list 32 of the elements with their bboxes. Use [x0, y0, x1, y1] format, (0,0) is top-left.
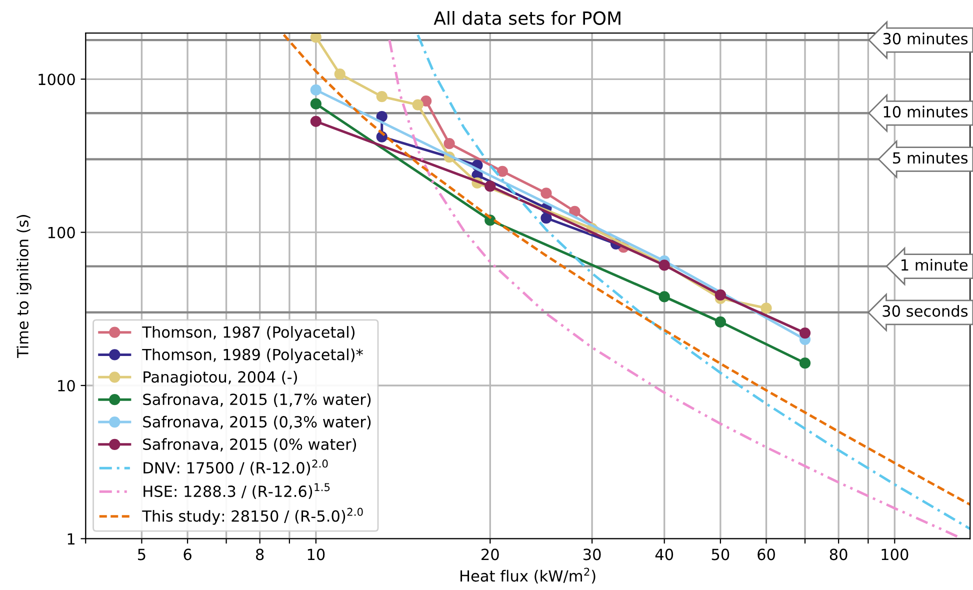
x-tick-label: 40 — [655, 548, 674, 560]
y-tick-label: 100 — [48, 226, 75, 238]
chart-title: All data sets for POM — [434, 10, 620, 25]
ref-line-label: 1 minute — [902, 258, 968, 271]
legend-label: Safronava, 2015 (0,3% water) — [143, 416, 371, 430]
legend-label: Safronava, 2015 (0% water) — [143, 438, 356, 452]
y-axis-title: Time to ignition (s) — [16, 215, 32, 358]
x-tick-label: 8 — [256, 548, 264, 560]
x-tick-label: 10 — [308, 548, 325, 560]
legend-label: Panagiotou, 2004 (-) — [144, 370, 297, 386]
ref-line-label: 10 minutes — [884, 106, 968, 118]
ref-line-label: 5 minutes — [893, 152, 968, 164]
ref-line-label: 30 minutes — [883, 32, 968, 44]
x-tick-label: 6 — [184, 548, 192, 560]
y-tick-label: 1000 — [38, 74, 75, 86]
y-tick-label: 1 — [68, 533, 74, 544]
legend-label: Thomson, 1987 (Polyacetal) — [142, 326, 354, 341]
x-tick-label: 5 — [138, 548, 146, 560]
legend-label: Safronava, 2015 (1,7% water) — [143, 393, 371, 407]
x-tick-label: 50 — [712, 548, 730, 560]
x-tick-label: 100 — [882, 548, 908, 560]
legend-label: DNV: 17500 / (R-12.0)$^{2.0}$ — [144, 460, 328, 476]
x-tick-label: 60 — [758, 548, 775, 560]
ref-line-label: 30 seconds — [882, 305, 968, 317]
legend-label: HSE: 1288.3 / (R-12.6)$^{1.5}$ — [144, 483, 330, 499]
legend-label: This study: 28150 / (R-5.0)$^{2.0}$ — [142, 508, 363, 525]
x-tick-label: 30 — [583, 548, 601, 560]
legend-label: Thomson, 1989 (Polyacetal)* — [142, 348, 363, 364]
x-tick-label: 20 — [482, 548, 499, 560]
x-tick-label: 80 — [830, 548, 848, 560]
y-tick-label: 10 — [58, 380, 75, 392]
x-axis-title: Heat flux (kW/m$^{2}$) — [460, 568, 596, 584]
